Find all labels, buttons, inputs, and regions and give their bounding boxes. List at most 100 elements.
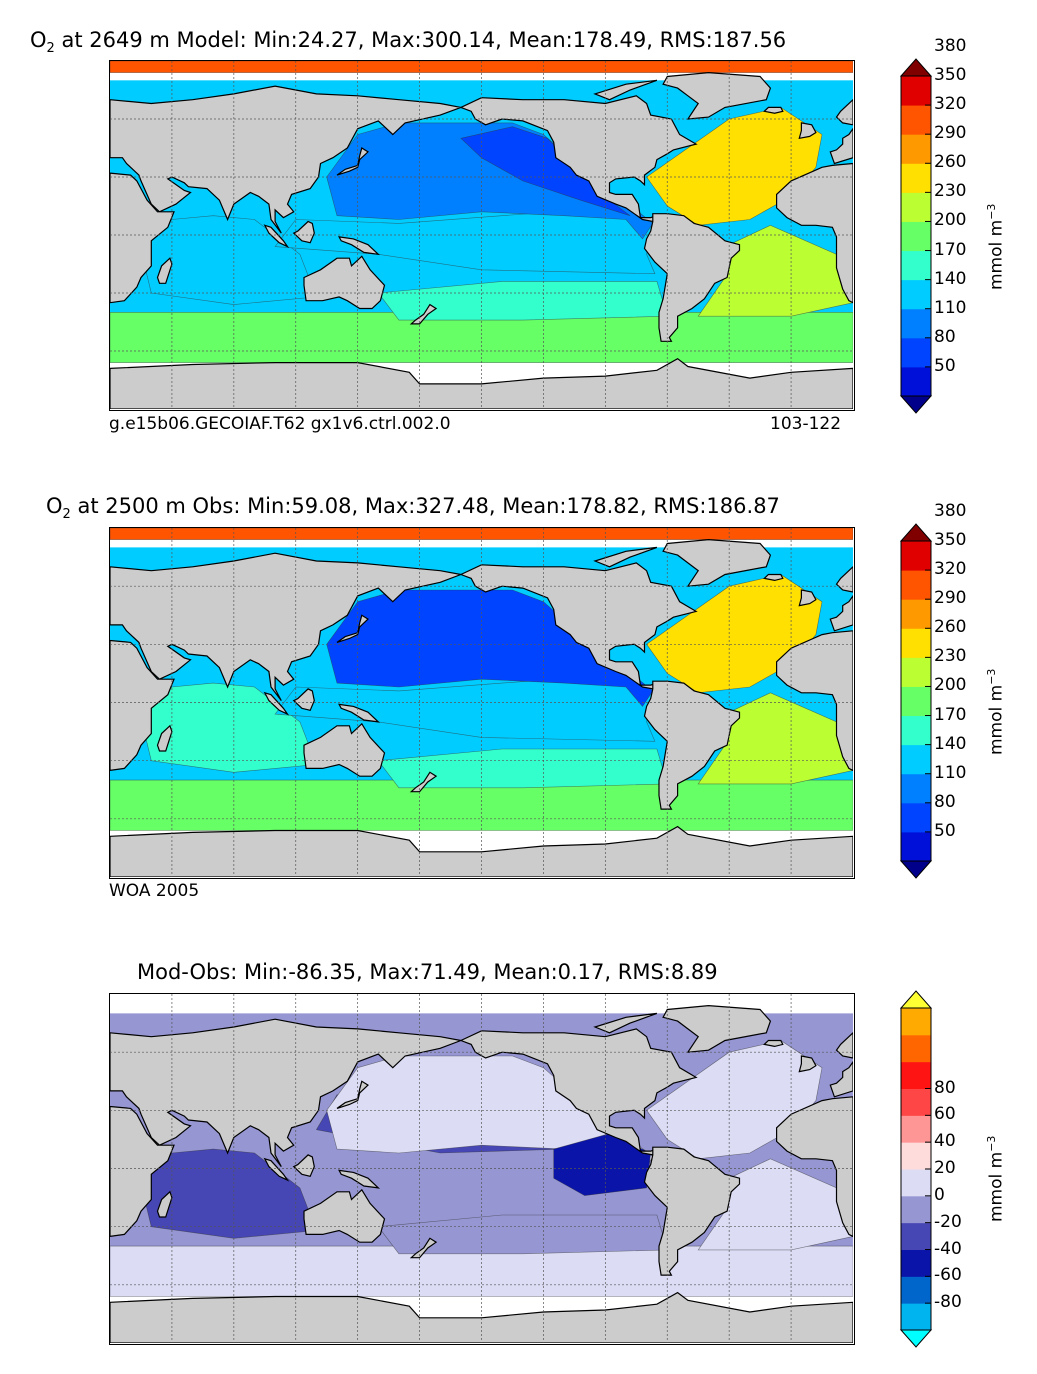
colorbar-segment — [901, 134, 931, 164]
land-africa-west — [775, 630, 853, 772]
land-sumatra — [263, 691, 290, 716]
land-north-america — [459, 1028, 698, 1156]
colorbar-tick-label: 200 — [934, 675, 967, 696]
colorbar-segment — [901, 308, 931, 339]
model-map — [109, 60, 855, 411]
land-europe-west — [829, 1060, 853, 1098]
colorbar-segment — [901, 76, 931, 106]
land-japan — [336, 614, 369, 643]
colorbar-segment — [901, 1222, 931, 1250]
colorbar-tick-label: 200 — [934, 210, 967, 231]
colorbar-segment — [901, 1088, 931, 1116]
colorbar-tick-label: -40 — [934, 1238, 962, 1259]
model-colorbar — [899, 58, 933, 414]
land-africa — [110, 1105, 175, 1238]
colorbar-segment — [901, 105, 931, 135]
land-europe-west — [829, 127, 853, 165]
model-panel-title: O2 at 2649 m Model: Min:24.27, Max:300.1… — [30, 28, 786, 56]
diff-map — [109, 993, 855, 1345]
diff-panel-title: Mod-Obs: Min:-86.35, Max:71.49, Mean:0.1… — [137, 960, 718, 984]
colorbar-segment — [901, 1249, 931, 1277]
land-africa — [110, 172, 175, 304]
title-subscript: 2 — [46, 41, 55, 57]
colorbar-tick-label: 140 — [934, 268, 967, 289]
colorbar-bottom-extend — [899, 395, 933, 414]
land-australia — [303, 255, 386, 310]
land-japan — [336, 147, 369, 176]
land-uk — [798, 589, 817, 607]
obs-panel-title: O2 at 2500 m Obs: Min:59.08, Max:327.48,… — [46, 494, 780, 522]
colorbar-segment — [901, 1195, 931, 1224]
diff-colorbar-units: mmol m−3 — [985, 1136, 1007, 1222]
model-colorbar-units: mmol m−3 — [985, 204, 1007, 290]
land-greenland — [662, 538, 772, 587]
land-scandinavia-west — [835, 565, 853, 593]
land-indonesia-borneo — [292, 220, 315, 244]
colorbar-segment — [901, 773, 931, 804]
colorbar-top-extend — [899, 523, 933, 542]
obs-colorbar — [899, 523, 933, 879]
colorbar-segment — [901, 831, 931, 862]
colorbar-tick-label: 170 — [934, 704, 967, 725]
land-iceland — [763, 573, 784, 582]
diff-colorbar — [899, 990, 933, 1348]
obs-map — [109, 527, 855, 879]
land-arctic-islands — [593, 546, 658, 568]
land-eurasia — [110, 1018, 464, 1167]
colorbar-segment — [901, 599, 931, 629]
colorbar-segment — [901, 1034, 931, 1063]
land-uk — [798, 122, 817, 140]
title-subscript: 2 — [62, 507, 71, 523]
colorbar-top-extend — [899, 58, 933, 77]
colorbar-segment — [901, 541, 931, 571]
colorbar-segment — [901, 686, 931, 717]
land-new-zealand — [409, 1237, 438, 1259]
land-south-america — [643, 680, 741, 810]
colorbar-segment — [901, 1276, 931, 1304]
colorbar-segment — [901, 1008, 931, 1036]
units-superscript: −3 — [985, 203, 998, 220]
land-scandinavia-west — [835, 1031, 853, 1059]
land-europe-west — [829, 594, 853, 632]
colorbar-segment — [901, 1115, 931, 1143]
colorbar-tick-label: 350 — [934, 530, 967, 550]
colorbar-tick-label: -60 — [934, 1265, 962, 1286]
units-text: mmol m — [986, 219, 1007, 290]
colorbar-tick-label: 50 — [934, 820, 956, 841]
colorbar-segment — [901, 715, 931, 746]
colorbar-tick-label: 290 — [934, 588, 967, 609]
colorbar-tick-label: 380 — [934, 500, 967, 521]
land-arctic-islands — [593, 1012, 658, 1034]
colorbar-tick-label: 350 — [934, 65, 967, 85]
colorbar-tick-label: 320 — [934, 94, 967, 115]
obs-caption-left: WOA 2005 — [109, 881, 200, 901]
colorbar-segment — [901, 628, 931, 658]
land-iceland — [763, 106, 784, 114]
ocean-region-equatorial-pacific — [274, 207, 656, 275]
colorbar-tick-label: 40 — [934, 1131, 956, 1152]
land-arctic-islands — [593, 79, 658, 101]
colorbar-segment — [901, 1142, 931, 1170]
land-japan — [336, 1080, 369, 1109]
land-new-guinea — [338, 236, 381, 256]
land-south-america — [643, 1146, 741, 1276]
model-caption-right: 103-122 — [770, 414, 842, 434]
colorbar-tick-label: 110 — [934, 297, 967, 318]
colorbar-segment — [901, 221, 931, 252]
colorbar-tick-label: 260 — [934, 152, 967, 173]
colorbar-tick-label: 80 — [934, 1077, 956, 1098]
colorbar-segment — [901, 192, 931, 222]
land-africa-west — [775, 1096, 853, 1238]
colorbar-tick-label: 20 — [934, 1158, 956, 1178]
ocean-region-indian-ocean — [140, 1148, 317, 1239]
land-madagascar — [156, 257, 173, 284]
colorbar-tick-label: 260 — [934, 617, 967, 638]
colorbar-tick-label: 140 — [934, 733, 967, 754]
title-text: at 2500 m Obs: Min:59.08, Max:327.48, Me… — [70, 494, 780, 518]
colorbar-segment — [901, 802, 931, 833]
model-caption-left: g.e15b06.GECOIAF.T62 gx1v6.ctrl.002.0 — [109, 414, 451, 434]
colorbar-tick-label: 80 — [934, 791, 956, 812]
land-scandinavia-west — [835, 98, 853, 126]
colorbar-tick-label: 50 — [934, 355, 956, 376]
colorbar-border — [900, 75, 932, 397]
